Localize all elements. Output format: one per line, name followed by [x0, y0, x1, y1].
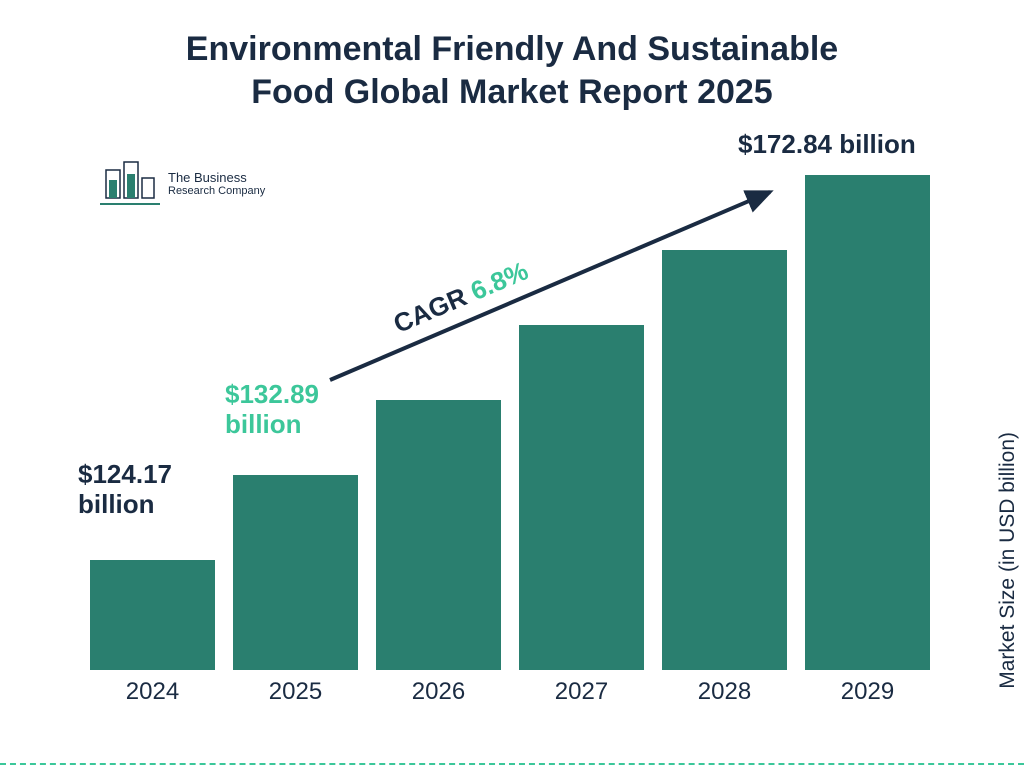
value-label-2024-unit: billion [78, 490, 172, 520]
bar [376, 400, 501, 670]
value-label-2029-text: $172.84 billion [738, 129, 916, 159]
bottom-divider [0, 763, 1024, 765]
value-label-2025-unit: billion [225, 410, 319, 440]
value-label-2025-amount: $132.89 [225, 380, 319, 410]
x-label: 2026 [376, 678, 501, 706]
value-label-2024-amount: $124.17 [78, 460, 172, 490]
bar-slot [233, 475, 358, 670]
x-label: 2024 [90, 678, 215, 706]
bar-slot [376, 400, 501, 670]
bar-slot [805, 175, 930, 670]
title-line1: Environmental Friendly And Sustainable [0, 28, 1024, 71]
bar [662, 250, 787, 670]
title-line2: Food Global Market Report 2025 [0, 71, 1024, 114]
bar [90, 560, 215, 670]
bars-container [90, 140, 930, 670]
bar [805, 175, 930, 670]
bar-slot [519, 325, 644, 670]
x-label: 2029 [805, 678, 930, 706]
bar [233, 475, 358, 670]
value-label-2024: $124.17 billion [78, 460, 172, 520]
x-label: 2025 [233, 678, 358, 706]
bar [519, 325, 644, 670]
value-label-2029: $172.84 billion [738, 130, 916, 160]
bar-slot [90, 560, 215, 670]
value-label-2025: $132.89 billion [225, 380, 319, 440]
bar-slot [662, 250, 787, 670]
x-label: 2027 [519, 678, 644, 706]
x-label: 2028 [662, 678, 787, 706]
y-axis-label: Market Size (in USD billion) [996, 432, 1020, 689]
bar-chart [90, 140, 930, 670]
chart-title: Environmental Friendly And Sustainable F… [0, 28, 1024, 113]
x-axis-labels: 2024 2025 2026 2027 2028 2029 [90, 678, 930, 706]
